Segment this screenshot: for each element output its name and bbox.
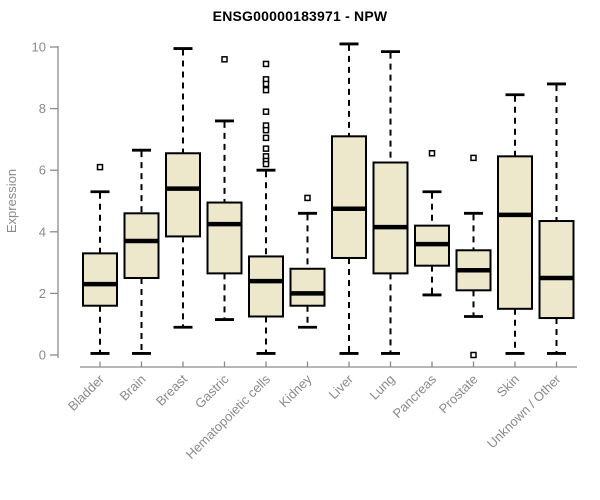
outlier-point [221,56,228,63]
x-tick-label-brain: Brain [117,372,149,404]
iqr-box [206,201,243,275]
outlier-point [470,351,477,359]
iqr-box [289,267,326,307]
y-tick-label: 8 [39,101,46,116]
boxplot-kidney [289,194,326,329]
x-tick-label-breast: Breast [153,371,190,408]
outlier-point [262,80,270,88]
x-tick-label-unknown-other: Unknown / Other [484,371,564,451]
x-tick-label-pancreas: Pancreas [390,371,440,421]
outlier-point [96,163,104,171]
boxplot-prostate [455,154,492,359]
outlier-point [470,154,477,162]
outlier-point [262,145,270,152]
x-tick-label-kidney: Kidney [276,371,315,410]
chart-title: ENSG00000183971 - NPW [212,8,388,24]
iqr-box [82,252,118,307]
boxplot-unknown-other [538,82,575,355]
x-tick-label-bladder: Bladder [65,371,108,414]
y-axis: 0 2 4 6 8 10 [32,40,59,363]
y-tick-label: 10 [32,40,46,55]
y-tick-label: 6 [39,163,46,178]
outlier-point [262,108,270,115]
boxplot-lung [372,50,409,355]
outlier-point [262,86,270,94]
iqr-box [538,220,575,320]
iqr-box [372,161,409,275]
iqr-box [165,152,201,238]
x-tick-label-lung: Lung [367,372,398,403]
x-tick-label-prostate: Prostate [436,372,481,417]
iqr-box [123,212,160,280]
y-tick-label: 0 [39,348,46,363]
iqr-box [497,155,533,310]
x-tick-label-liver: Liver [326,371,357,402]
boxplot-liver [331,42,367,355]
boxplot-pancreas [414,150,450,297]
iqr-box [331,135,367,259]
boxplot-hematopoietic-cells [248,60,284,355]
x-tick-label-skin: Skin [494,372,522,400]
outlier-point [262,134,270,142]
boxplot-breast [165,47,201,329]
boxplot-brain [123,148,160,355]
outlier-point [262,60,270,68]
outlier-point [262,126,270,134]
outlier-point [262,160,270,168]
boxplot-bladder [82,163,118,355]
x-tick-label-gastric: Gastric [192,371,232,411]
outlier-point [428,150,436,157]
y-tick-label: 2 [39,286,46,301]
iqr-box [248,255,284,318]
y-tick-label: 4 [39,224,46,239]
boxplot-skin [497,93,533,355]
boxplot-gastric [206,56,243,321]
outlier-point [304,194,311,202]
